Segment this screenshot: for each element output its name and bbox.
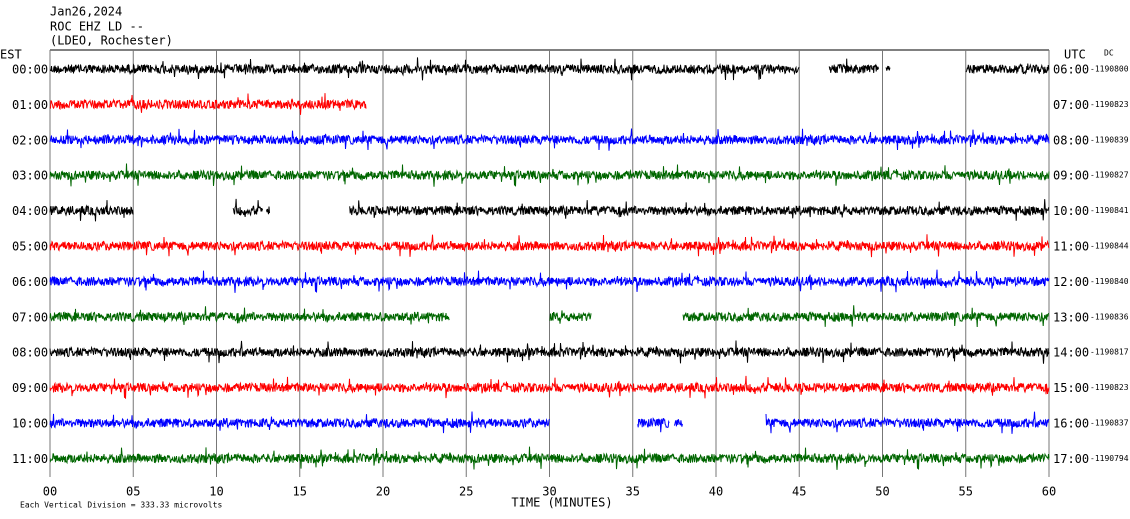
utc-time-label: 12:00 (1053, 275, 1089, 289)
right-axis-label: UTC (1064, 48, 1086, 62)
left-axis-label: EST (0, 48, 22, 62)
dc-offset-label: -1190794 (1090, 454, 1129, 463)
x-tick-label: 30 (542, 485, 556, 499)
est-time-label: 11:00 (12, 452, 48, 466)
x-tick-label: 60 (1042, 485, 1056, 499)
title-line: (LDEO, Rochester) (50, 34, 173, 48)
x-tick-label: 40 (709, 485, 723, 499)
utc-time-label: 06:00 (1053, 63, 1089, 77)
est-time-label: 02:00 (12, 133, 48, 147)
trace-segment (828, 58, 880, 75)
trace-segment (637, 417, 670, 433)
est-time-label: 06:00 (12, 275, 48, 289)
est-time-label: 07:00 (12, 310, 48, 324)
dc-offset-label: -1190841 (1090, 206, 1129, 215)
trace-segment (765, 411, 1050, 434)
utc-time-label: 15:00 (1053, 381, 1089, 395)
dc-offset-label: -1190840 (1090, 277, 1129, 286)
x-tick-label: 10 (209, 485, 223, 499)
trace-segment (965, 63, 1050, 75)
utc-time-label: 08:00 (1053, 133, 1089, 147)
x-tick-label: 15 (293, 485, 307, 499)
trace-segment (349, 199, 1050, 221)
utc-time-label: 16:00 (1053, 417, 1089, 431)
dc-offset-label: -1190827 (1090, 171, 1129, 180)
utc-time-label: 14:00 (1053, 346, 1089, 360)
est-time-label: 00:00 (12, 63, 48, 77)
title-line: ROC EHZ LD -- (50, 20, 144, 34)
trace-segment (682, 305, 1050, 328)
trace-segment (49, 93, 367, 115)
est-time-label: 05:00 (12, 240, 48, 254)
utc-time-label: 07:00 (1053, 98, 1089, 112)
x-tick-label: 55 (959, 485, 973, 499)
x-tick-label: 50 (875, 485, 889, 499)
title-line: Jan26,2024 (50, 5, 122, 19)
trace-segment (49, 306, 450, 325)
footer: Each Vertical Division = 333.33 microvol… (20, 501, 222, 510)
trace-segment (49, 128, 1050, 151)
x-tick-label: 20 (376, 485, 390, 499)
trace-segment (49, 446, 1050, 470)
trace-segment (49, 340, 1050, 364)
utc-time-label: 17:00 (1053, 452, 1089, 466)
trace-segment (49, 234, 1050, 258)
trace-segment (266, 206, 270, 215)
trace-segment (885, 65, 891, 71)
x-tick-label: 00 (43, 485, 57, 499)
dc-offset-label: -1190817 (1090, 348, 1129, 357)
dc-label: DC (1104, 49, 1114, 58)
dc-offset-label: -1190823 (1090, 100, 1129, 109)
trace-segment (49, 411, 550, 434)
dc-offset-label: -1190823 (1090, 383, 1129, 392)
trace-segment (49, 375, 1050, 399)
x-tick-label: 25 (459, 485, 473, 499)
x-tick-label: 35 (626, 485, 640, 499)
est-time-label: 04:00 (12, 204, 48, 218)
utc-time-label: 11:00 (1053, 240, 1089, 254)
dc-offset-label: -1190836 (1090, 312, 1129, 321)
trace-segment (49, 57, 800, 81)
dc-offset-label: -1190837 (1090, 419, 1129, 428)
est-time-label: 01:00 (12, 98, 48, 112)
utc-time-label: 09:00 (1053, 169, 1089, 183)
trace-segment (549, 310, 592, 324)
trace-segment (673, 419, 683, 427)
x-axis-label: TIME (MINUTES) (511, 496, 612, 510)
trace-segment (49, 200, 134, 222)
trace-segment (49, 269, 1050, 293)
utc-time-label: 10:00 (1053, 204, 1089, 218)
dc-offset-label: -1190800 (1090, 65, 1129, 74)
est-time-label: 03:00 (12, 169, 48, 183)
est-time-label: 10:00 (12, 417, 48, 431)
trace-segment (49, 163, 1050, 187)
x-tick-label: 45 (792, 485, 806, 499)
dc-offset-label: -1190844 (1090, 242, 1129, 251)
trace-segment (232, 198, 264, 218)
est-time-label: 08:00 (12, 346, 48, 360)
x-tick-label: 05 (126, 485, 140, 499)
est-time-label: 09:00 (12, 381, 48, 395)
dc-offset-label: -1190839 (1090, 135, 1129, 144)
utc-time-label: 13:00 (1053, 310, 1089, 324)
